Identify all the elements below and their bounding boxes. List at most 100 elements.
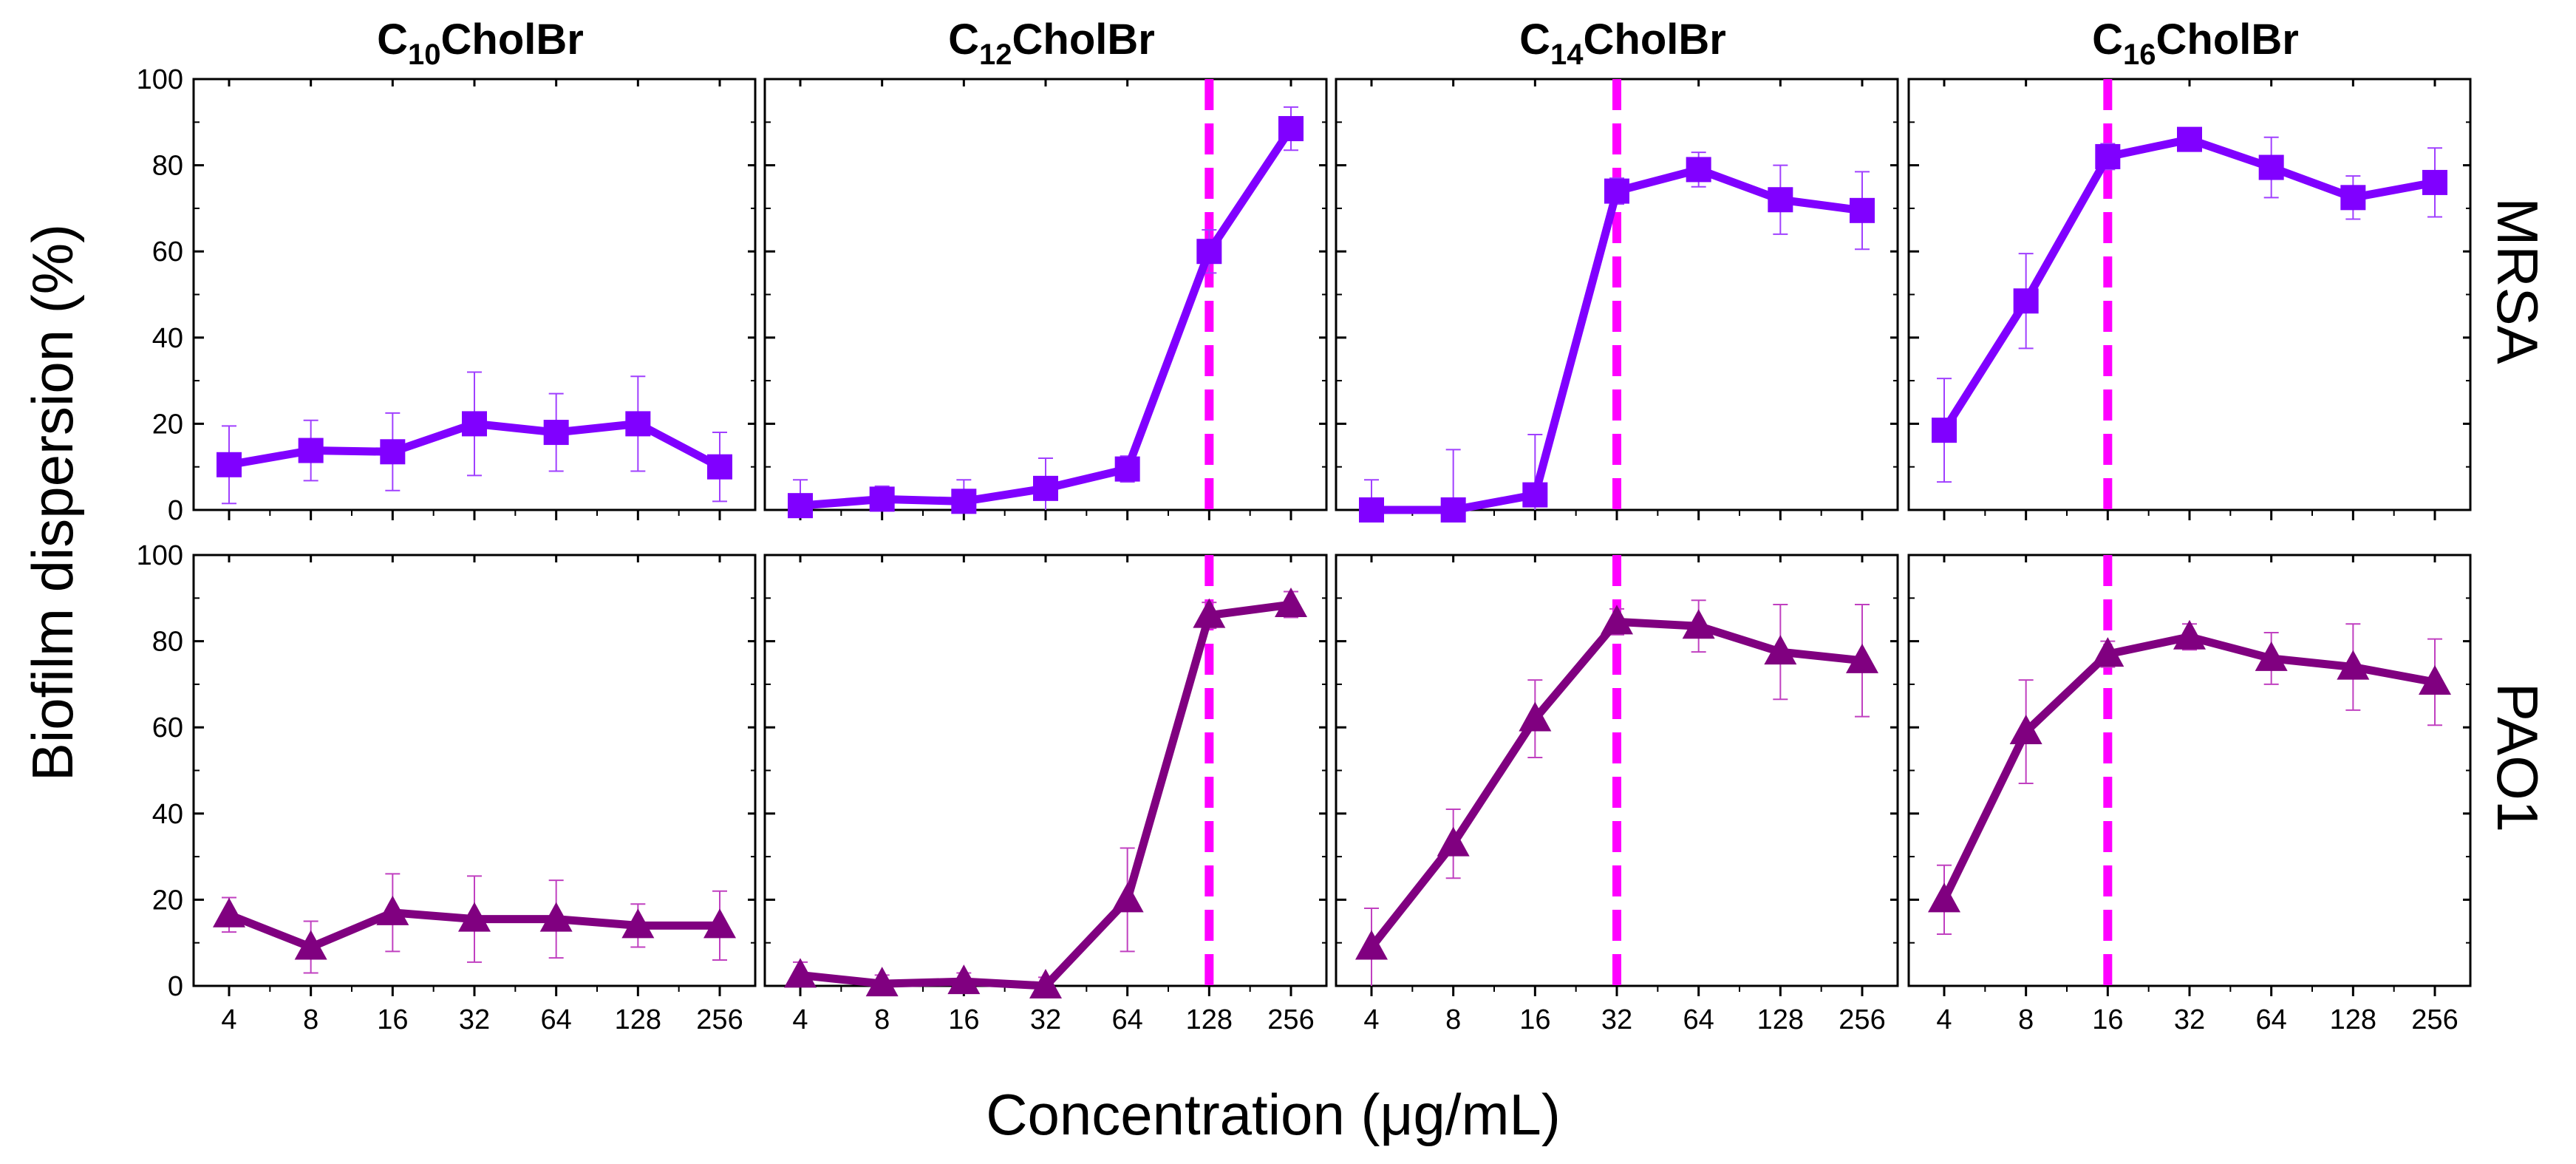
data-point	[213, 897, 245, 928]
data-point	[1764, 635, 1797, 665]
panel-pao1-2: 4 8 16 32 64 128 256	[763, 554, 1328, 1035]
series-line	[800, 126, 1295, 510]
x-tick-label: 128	[1186, 1004, 1233, 1035]
plot-frame	[1907, 554, 2472, 987]
x-tick-label: 256	[1267, 1004, 1314, 1035]
x-tick-label: 128	[615, 1004, 661, 1035]
data-point	[2177, 126, 2202, 152]
data-point	[2009, 715, 2042, 745]
x-tick-label: 16	[377, 1004, 408, 1035]
plot-frame	[763, 554, 1328, 987]
x-tick-label: 64	[1112, 1004, 1143, 1035]
row-label-mrsa: MRSA	[2485, 197, 2550, 364]
x-tick-label: 4	[1363, 1004, 1379, 1035]
data-point	[1601, 605, 1633, 635]
data-point	[217, 452, 242, 477]
x-tick-label: 32	[1030, 1004, 1061, 1035]
data-point	[621, 908, 655, 939]
x-tick-label: 32	[459, 1004, 490, 1035]
data-point	[788, 493, 813, 519]
y-tick-label: 0	[168, 495, 183, 526]
data-point	[2095, 143, 2121, 169]
data-point	[2419, 664, 2451, 695]
data-point	[1440, 497, 1466, 523]
x-tick-label: 256	[2411, 1004, 2458, 1035]
panel-mrsa-4	[1907, 78, 2472, 520]
column-title-c12: C12CholBr	[948, 16, 1155, 71]
data-point	[2340, 185, 2366, 211]
x-tick-label: 256	[1839, 1004, 1885, 1035]
data-point	[1275, 588, 1307, 618]
data-point	[1768, 187, 1793, 213]
y-tick-label: 0	[168, 971, 183, 1002]
data-point	[1033, 475, 1058, 501]
data-point	[376, 895, 409, 925]
x-tick-label: 8	[303, 1004, 318, 1035]
x-tick-label: 16	[1519, 1004, 1550, 1035]
data-point	[1519, 701, 1552, 732]
data-point	[784, 958, 817, 988]
column-title-c14: C14CholBr	[1519, 16, 1726, 71]
x-tick-label: 16	[2092, 1004, 2123, 1035]
data-point	[1355, 930, 1388, 960]
y-tick-label: 100	[137, 64, 183, 95]
data-point	[1193, 598, 1226, 628]
data-point	[869, 486, 895, 512]
x-tick-label: 4	[221, 1004, 236, 1035]
x-tick-label: 8	[2018, 1004, 2034, 1035]
x-tick-label: 128	[2330, 1004, 2376, 1035]
data-point	[462, 411, 487, 437]
data-point	[1111, 882, 1144, 913]
x-tick-label: 8	[874, 1004, 890, 1035]
data-point	[951, 489, 977, 514]
plot-frame	[763, 78, 1328, 511]
data-point	[1686, 157, 1711, 183]
x-tick-label: 64	[2256, 1004, 2287, 1035]
data-point	[1522, 482, 1548, 508]
data-point	[2173, 619, 2206, 650]
panel-mrsa-3	[1335, 78, 1899, 523]
data-point	[1437, 826, 1470, 857]
y-tick-label: 100	[137, 540, 183, 571]
y-axis-label: Biofilm dispersion (%)	[20, 224, 85, 781]
data-point	[1604, 178, 1629, 204]
panel-mrsa-1: 0 20 40 60 80 100	[137, 64, 757, 526]
x-tick-label: 64	[541, 1004, 572, 1035]
x-tick-label: 8	[1445, 1004, 1461, 1035]
data-point	[298, 438, 324, 463]
x-tick-label: 64	[1683, 1004, 1714, 1035]
data-point	[1928, 882, 1960, 913]
data-point	[1278, 116, 1304, 142]
data-point	[2337, 650, 2370, 680]
data-point	[2422, 169, 2447, 195]
series-line	[800, 600, 1292, 990]
data-point	[1029, 969, 1062, 998]
x-tick-label: 4	[1936, 1004, 1952, 1035]
y-tick-label: 20	[152, 409, 183, 440]
data-point	[2255, 641, 2288, 671]
data-point	[865, 967, 899, 997]
data-point	[2013, 288, 2039, 314]
series-line	[1940, 135, 2436, 433]
panel-mrsa-2	[763, 78, 1328, 520]
data-point	[2258, 154, 2284, 180]
data-point	[2091, 637, 2124, 667]
row-label-pao1: PAO1	[2485, 683, 2550, 832]
data-point	[1196, 239, 1222, 265]
data-point	[1850, 197, 1875, 223]
x-tick-label: 32	[1601, 1004, 1632, 1035]
panels: 0 20 40 60 80 100 0 20 40 60 80 100 4 8 16 32 64 128 256 4 8…	[137, 64, 2472, 1035]
y-tick-label: 20	[152, 885, 183, 916]
panel-pao1-4: 4 8 16 32 64 128 256	[1907, 554, 2472, 1035]
data-point	[1682, 609, 1715, 639]
y-tick-label: 40	[152, 799, 183, 830]
panel-pao1-3: 4 8 16 32 64 128 256	[1335, 554, 1899, 1035]
x-axis-label: Concentration (μg/mL)	[986, 1082, 1561, 1147]
data-point	[1359, 497, 1384, 523]
data-point	[1932, 418, 1957, 443]
data-point	[543, 420, 569, 446]
y-tick-label: 40	[152, 323, 183, 354]
y-tick-label: 60	[152, 236, 183, 268]
data-point	[458, 902, 491, 932]
